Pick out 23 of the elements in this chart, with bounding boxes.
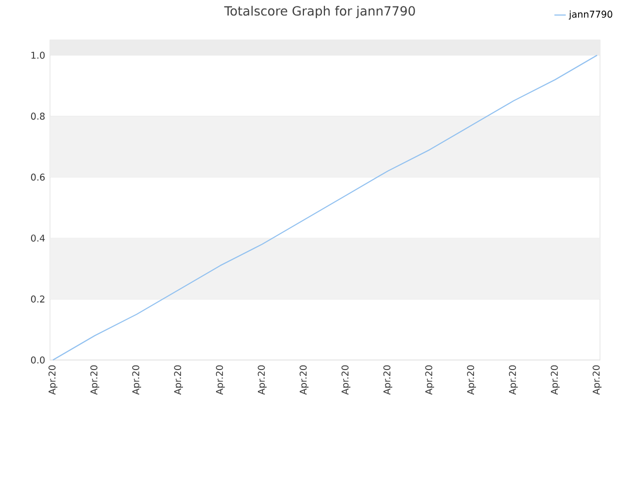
legend-label: jann7790 <box>568 10 612 20</box>
y-tick-label: 0.2 <box>31 296 44 303</box>
x-tick-label: Apr.20 <box>216 365 225 395</box>
y-tick-label: 1.0 <box>31 52 45 59</box>
x-tick-label: Apr.20 <box>467 365 476 395</box>
y-tick-label: 0.0 <box>31 356 45 364</box>
y-tick-label: 0.8 <box>31 112 45 120</box>
x-tick-label: Apr.20 <box>342 365 350 395</box>
x-tick-label: Apr.20 <box>132 365 142 395</box>
x-tick-label: Apr.20 <box>300 365 309 395</box>
x-tick-label: Apr.20 <box>592 365 602 395</box>
x-tick-label: Apr.20 <box>258 365 267 395</box>
chart-title: Totalscore Graph for jann7790 <box>224 6 415 18</box>
line-series <box>52 54 598 361</box>
y-tick-label: 0.6 <box>31 174 45 181</box>
x-tick-label: Apr.20 <box>48 365 58 395</box>
x-tick-label: Apr.20 <box>90 365 100 395</box>
x-tick-label: Apr.20 <box>550 365 560 395</box>
x-tick-label: Apr.20 <box>508 365 518 395</box>
x-tick-label: Apr.20 <box>174 365 183 395</box>
x-tick-label: Apr.20 <box>425 365 434 395</box>
y-tick-label: 0.4 <box>31 234 45 242</box>
x-tick-label: Apr.20 <box>383 365 392 395</box>
